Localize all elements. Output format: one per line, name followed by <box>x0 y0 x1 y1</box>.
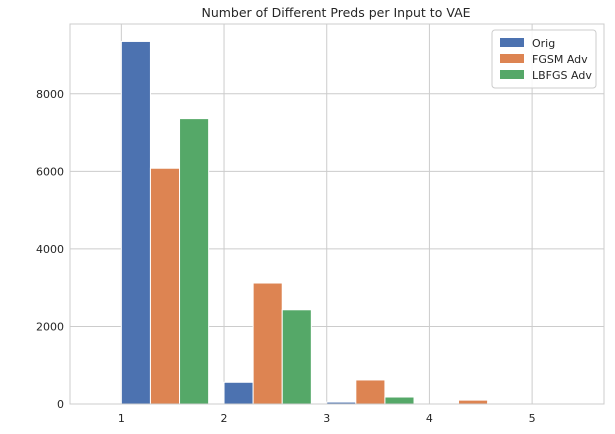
x-tick-label: 2 <box>221 412 228 425</box>
legend-swatch <box>500 38 524 47</box>
bar <box>224 382 253 404</box>
bar <box>121 41 150 404</box>
legend-label: LBFGS Adv <box>532 69 592 82</box>
y-tick-label: 4000 <box>36 243 64 256</box>
y-axis-ticks: 0 2000 4000 6000 8000 <box>36 88 64 411</box>
x-tick-label: 5 <box>529 412 536 425</box>
bar <box>253 283 282 404</box>
y-tick-label: 8000 <box>36 88 64 101</box>
x-tick-label: 3 <box>323 412 330 425</box>
legend: Orig FGSM Adv LBFGS Adv <box>492 30 596 88</box>
y-tick-label: 2000 <box>36 320 64 333</box>
bar <box>385 397 414 404</box>
x-tick-label: 4 <box>426 412 433 425</box>
x-tick-label: 1 <box>118 412 125 425</box>
chart-title: Number of Different Preds per Input to V… <box>201 5 470 20</box>
y-tick-label: 0 <box>57 398 64 411</box>
legend-swatch <box>500 54 524 63</box>
bar <box>356 380 385 404</box>
bar <box>459 400 488 404</box>
legend-label: Orig <box>532 37 555 50</box>
legend-swatch <box>500 70 524 79</box>
bar <box>282 310 311 404</box>
legend-label: FGSM Adv <box>532 53 588 66</box>
bar <box>180 119 209 404</box>
x-axis-ticks: 1 2 3 4 5 <box>118 412 536 425</box>
bar <box>150 168 179 404</box>
y-tick-label: 6000 <box>36 165 64 178</box>
